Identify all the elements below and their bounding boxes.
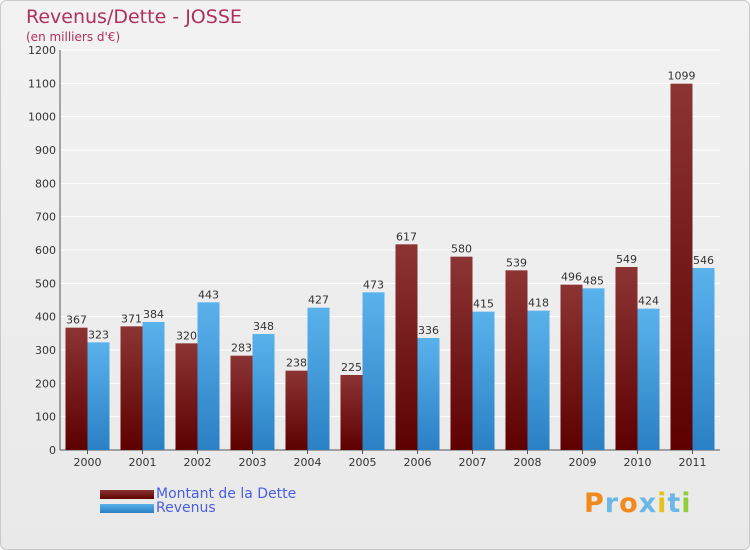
value-label-revenue: 546 [693,254,714,267]
bar-debt [615,267,638,450]
value-label-revenue: 323 [88,328,109,341]
y-tick-label: 1000 [28,111,56,124]
bar-revenue [637,308,660,450]
x-tick-label: 2008 [514,456,542,469]
logo-letter: r [604,488,620,519]
y-tick-label: 300 [35,344,56,357]
legend-label-debt: Montant de la Dette [156,486,297,502]
y-tick-label: 1100 [28,77,56,90]
bar-revenue [472,311,495,450]
logo-letter: t [667,488,682,519]
value-label-debt: 580 [451,243,472,256]
bar-debt [175,343,198,450]
value-label-revenue: 384 [143,308,164,321]
x-tick-label: 2010 [624,456,652,469]
y-tick-label: 1200 [28,44,56,57]
bar-debt [65,327,88,450]
bar-debt [560,284,583,450]
bar-debt [120,326,143,450]
chart-title: Revenus/Dette - JOSSE [26,6,242,28]
logo-letter: P [584,488,605,519]
value-label-debt: 238 [286,357,307,370]
proxiti-logo: Proxiti [584,488,692,519]
value-label-revenue: 418 [528,297,549,310]
y-tick-label: 900 [35,144,56,157]
bar-revenue [362,292,385,450]
bar-revenue [142,322,165,450]
value-label-debt: 283 [231,342,252,355]
bar-debt [230,355,253,450]
bar-revenue [87,342,110,450]
bar-debt [505,270,528,450]
logo-letter: i [681,488,692,519]
bar-revenue [252,334,275,450]
bar-debt [395,244,418,450]
x-tick-label: 2003 [239,456,267,469]
chart-unit-label: (en milliers d'€) [26,30,121,44]
y-tick-label: 200 [35,377,56,390]
bar-debt [340,375,363,450]
value-label-revenue: 427 [308,294,329,307]
value-label-revenue: 348 [253,320,274,333]
value-label-revenue: 336 [418,324,439,337]
x-tick-label: 2001 [129,456,157,469]
logo-letter: o [619,488,639,519]
value-label-debt: 371 [121,312,142,325]
logo-letter: x [638,488,658,519]
value-label-debt: 320 [176,329,197,342]
bar-debt [670,83,693,451]
bar-revenue [197,302,220,450]
value-label-debt: 617 [396,230,417,243]
legend-label-revenue: Revenus [156,500,216,516]
value-label-debt: 549 [616,253,637,266]
bar-revenue [582,288,605,450]
legend-swatch-revenue [100,503,154,513]
value-label-revenue: 485 [583,274,604,287]
x-tick-label: 2004 [294,456,322,469]
y-tick-label: 100 [35,411,56,424]
value-label-revenue: 473 [363,278,384,291]
y-tick-label: 700 [35,211,56,224]
legend-item-debt: Montant de la Dette [100,486,296,502]
value-label-debt: 496 [561,271,582,284]
logo-letter: i [657,488,668,519]
value-label-debt: 367 [66,314,87,327]
legend-item-revenue: Revenus [100,500,216,516]
x-tick-label: 2007 [459,456,487,469]
legend-swatch-debt [100,489,154,499]
y-tick-label: 500 [35,277,56,290]
bar-debt [285,370,308,450]
x-tick-label: 2006 [404,456,432,469]
bar-revenue [417,338,440,450]
x-tick-label: 2002 [184,456,212,469]
value-label-debt: 225 [341,361,362,374]
y-tick-label: 0 [49,444,56,457]
x-tick-label: 2011 [679,456,707,469]
value-label-revenue: 443 [198,288,219,301]
y-tick-label: 400 [35,311,56,324]
bar-revenue [692,268,715,450]
y-tick-label: 800 [35,177,56,190]
x-tick-label: 2000 [74,456,102,469]
x-tick-label: 2005 [349,456,377,469]
x-tick-label: 2009 [569,456,597,469]
value-label-debt: 539 [506,256,527,269]
bar-revenue [307,307,330,450]
value-label-revenue: 424 [638,295,659,308]
value-label-revenue: 415 [473,298,494,311]
bar-revenue [527,310,550,450]
value-label-debt: 1099 [668,70,696,83]
bar-debt [450,256,473,450]
y-tick-label: 600 [35,244,56,257]
